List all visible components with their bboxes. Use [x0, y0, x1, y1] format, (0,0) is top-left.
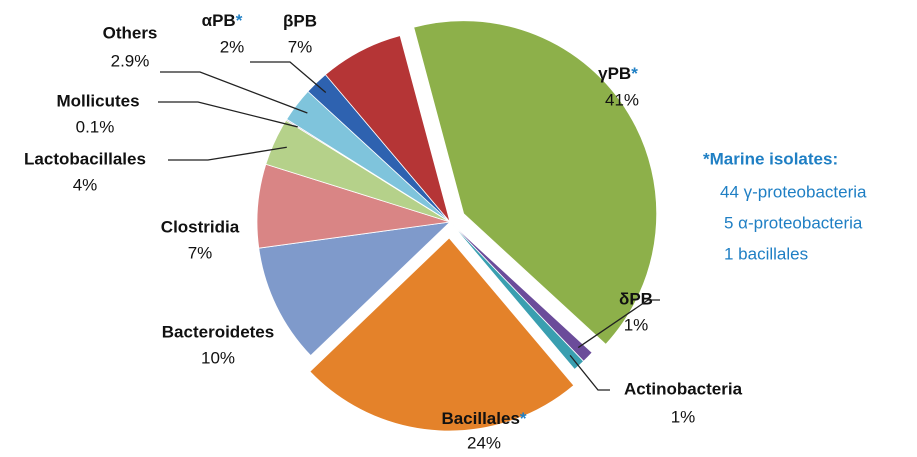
leader-line: [158, 101, 298, 128]
slice-label: Clostridia: [161, 217, 240, 236]
slice: [413, 20, 658, 345]
value-label: 0.1%: [76, 117, 115, 136]
value-label: 4%: [73, 175, 98, 194]
slice-label: Mollicutes: [56, 91, 139, 110]
slice-label: Others: [103, 23, 158, 42]
slice: [324, 35, 451, 223]
slice: [258, 221, 452, 357]
slice-label: αPB*: [202, 11, 243, 30]
slice-label: βPB: [283, 11, 317, 30]
slice-label: γPB*: [598, 64, 638, 83]
value-label: 10%: [201, 348, 235, 367]
value-label: 7%: [288, 37, 313, 56]
slice-label: δPB: [619, 289, 653, 308]
labels: γPB* 41% δPB 1% Actinobacteria 1% Bacillales* 2…: [24, 11, 743, 452]
slice-label: Bacteroidetes: [162, 322, 274, 341]
value-label: 1%: [624, 315, 649, 334]
leader-line: [577, 299, 660, 349]
slice: [309, 237, 575, 432]
leader-line: [250, 61, 327, 93]
leader-line: [168, 146, 287, 161]
leader-line: [160, 71, 308, 114]
leader-line: [569, 354, 610, 391]
slice-label: Bacillales*: [441, 409, 526, 428]
annotation-line: 5 α-proteobacteria: [724, 213, 863, 232]
slice-label: Lactobacillales: [24, 149, 146, 168]
value-label: 2.9%: [111, 51, 150, 70]
pie: [256, 20, 658, 432]
slice: [449, 221, 585, 370]
value-label: 2%: [220, 37, 245, 56]
slice-label: Actinobacteria: [624, 379, 743, 398]
value-label: 24%: [467, 433, 501, 452]
annotation-title: *Marine isolates:: [703, 149, 838, 168]
value-label: 1%: [671, 407, 696, 426]
value-label: 41%: [605, 90, 639, 109]
annotation-line: 44 γ-proteobacteria: [720, 182, 867, 201]
annotation-line: 1 bacillales: [724, 244, 808, 263]
value-label: 7%: [188, 243, 213, 262]
